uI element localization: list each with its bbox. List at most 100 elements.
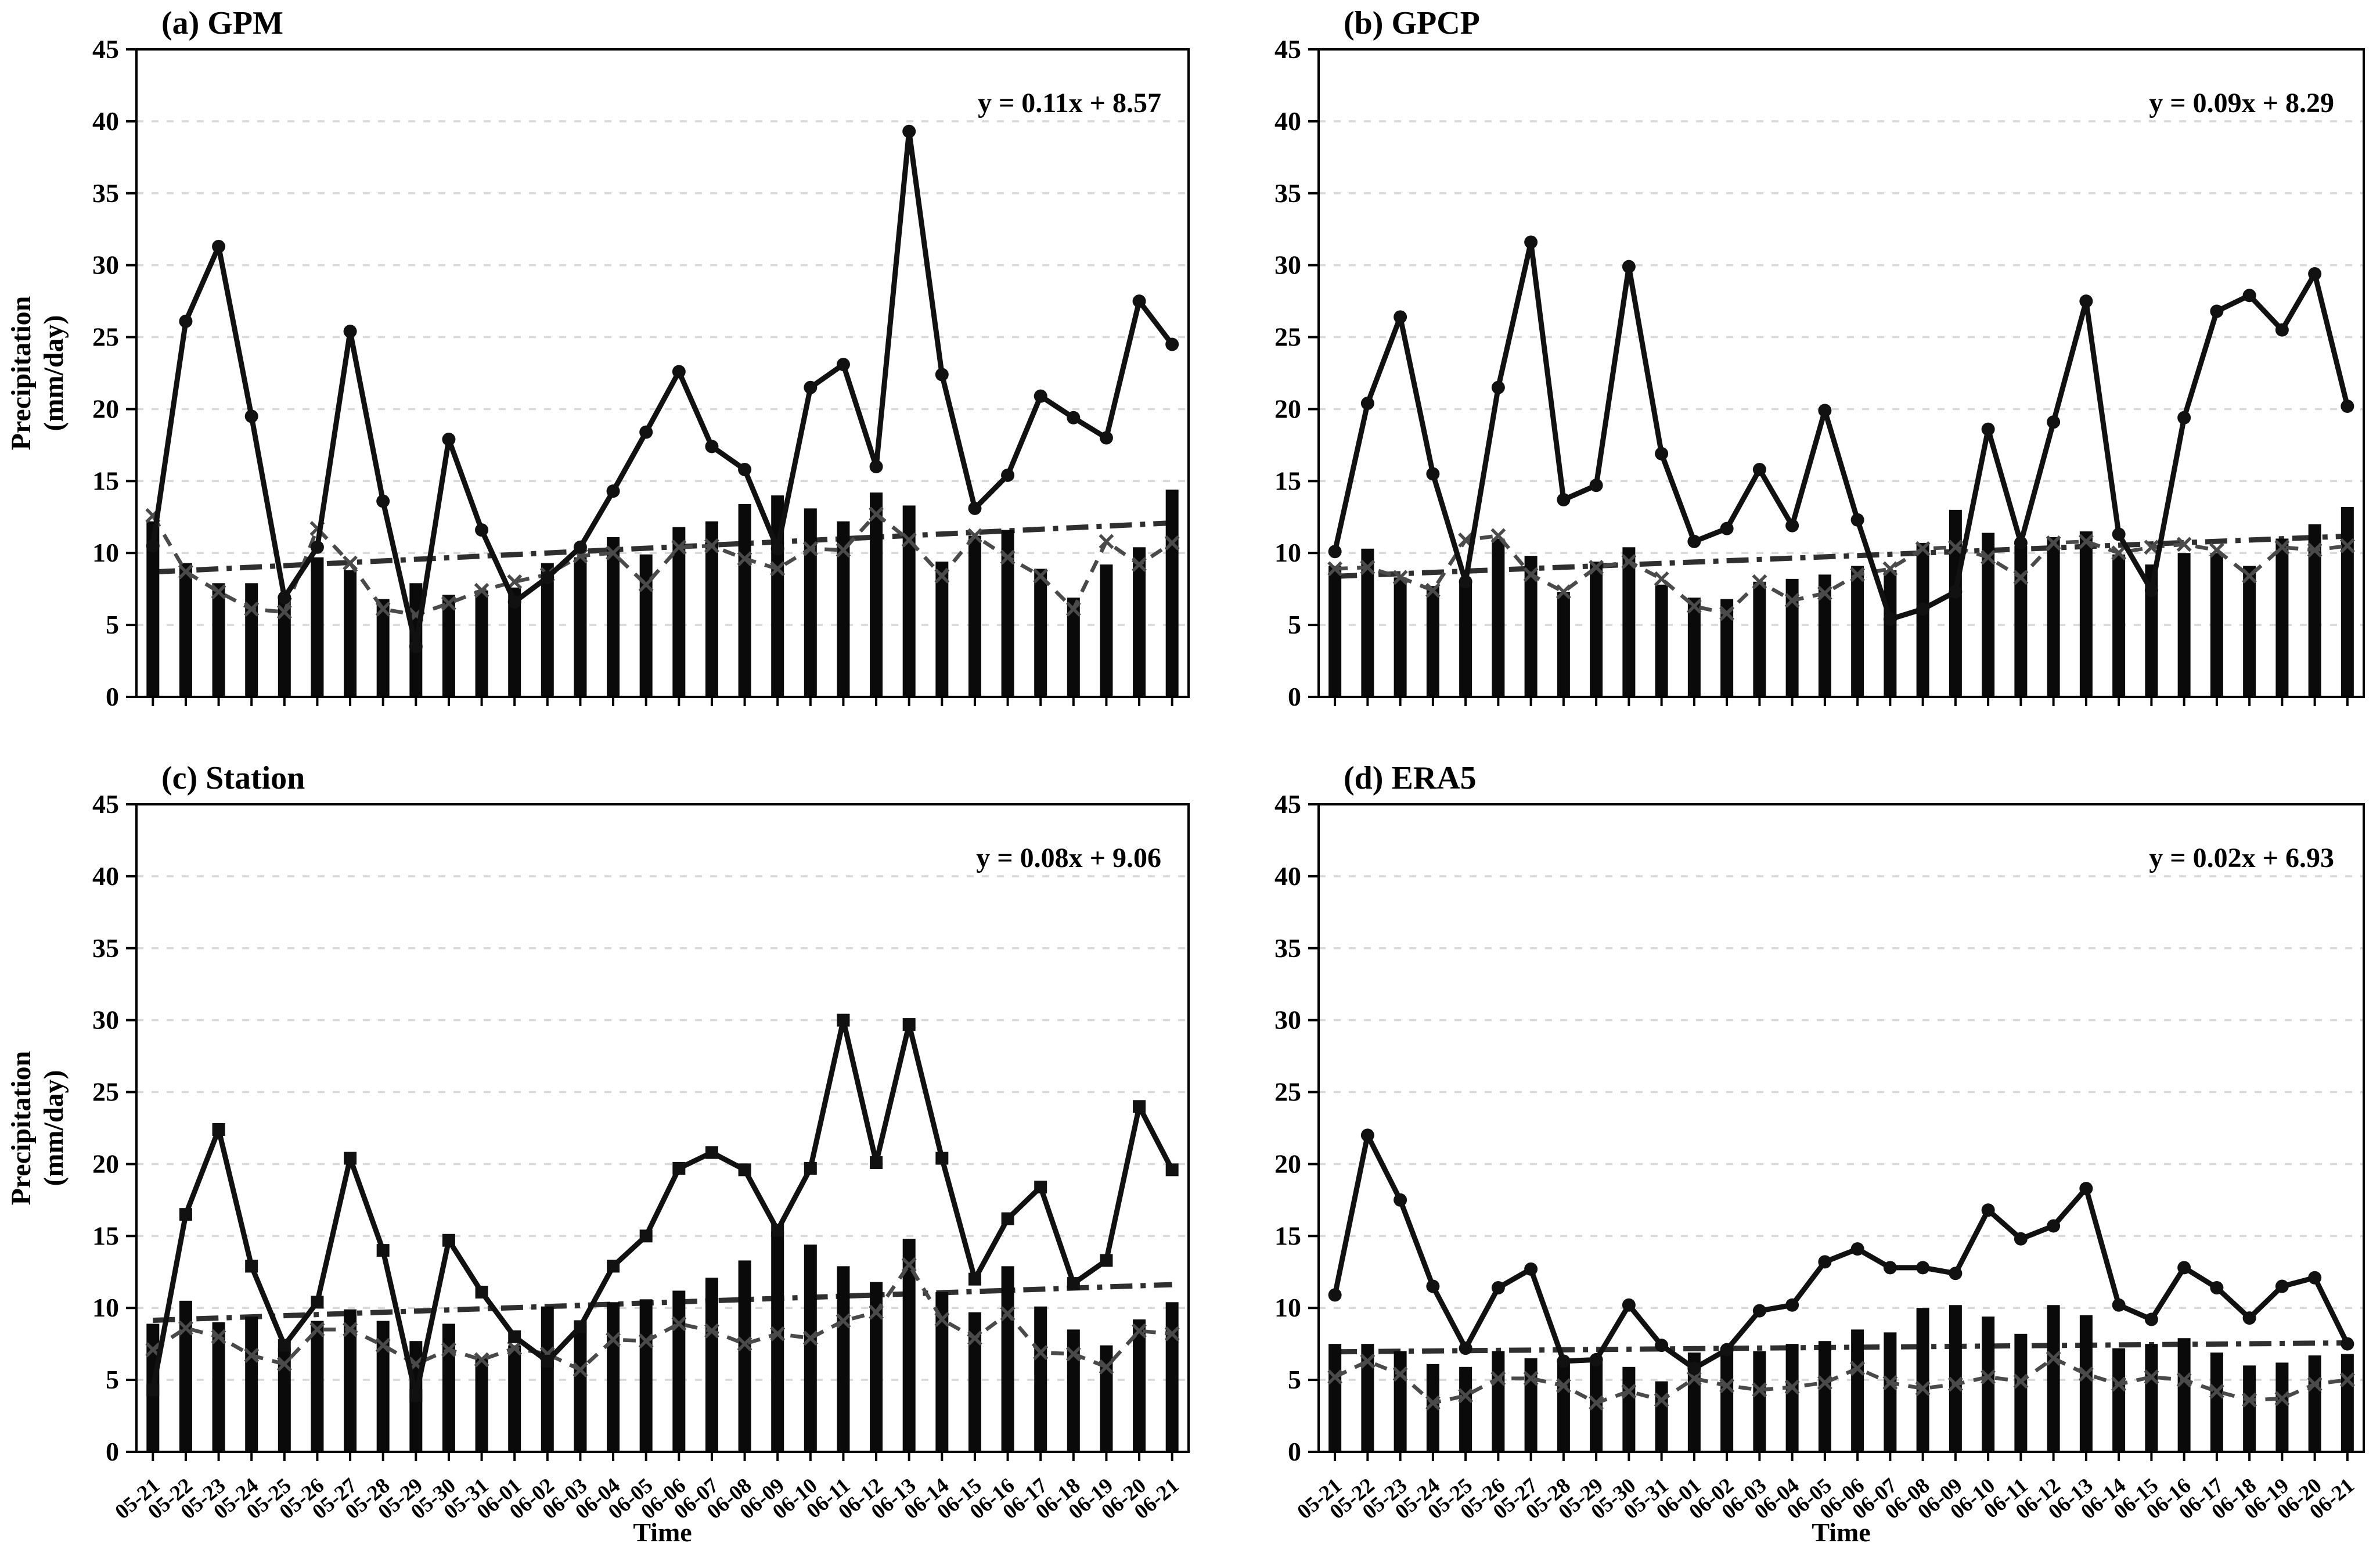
bar: [1492, 538, 1505, 697]
xaxis-title-left: Time: [633, 1517, 692, 1547]
bar: [2177, 553, 2191, 697]
panel-b-gpcp: 0 5 10 15 20 25 30 35 40 45: [1190, 0, 2380, 780]
x-marker: [2144, 539, 2159, 555]
circle-marker: [343, 325, 357, 339]
x-marker: [1099, 534, 1114, 549]
square-marker: [935, 1152, 949, 1165]
bar: [1655, 584, 1668, 697]
x-marker: [671, 1316, 687, 1332]
x-marker: [1033, 1345, 1049, 1360]
bar: [2112, 1348, 2126, 1452]
circle-marker: [1622, 260, 1636, 274]
bar: [2275, 538, 2289, 697]
bar: [2210, 1353, 2223, 1452]
circle-marker: [2079, 294, 2093, 308]
x-marker: [606, 1332, 621, 1347]
y-tick-label: 25: [1274, 322, 1301, 352]
x-axis: [1334, 697, 2349, 706]
circle-marker: [310, 540, 324, 554]
y-tick-label: 45: [92, 34, 119, 64]
bar: [837, 521, 850, 697]
circle-marker: [1067, 411, 1081, 425]
bar: [1100, 564, 1113, 697]
x-marker: [244, 601, 260, 617]
panel-d-title: (d) ERA5: [1344, 760, 1477, 796]
x-marker: [638, 577, 654, 592]
plot-frame: [1317, 803, 2365, 1453]
bar: [2047, 537, 2060, 697]
bar: [508, 1345, 521, 1452]
x-marker: [2242, 1392, 2257, 1408]
bar: [1818, 574, 1831, 697]
circle-marker: [1687, 534, 1701, 548]
circle-marker: [2047, 415, 2061, 429]
circle-marker: [2242, 289, 2256, 303]
bar: [1622, 547, 1636, 697]
bar: [376, 599, 390, 697]
bar: [2243, 566, 2256, 697]
bar: [639, 1299, 653, 1452]
circle-marker: [770, 542, 784, 556]
circle-marker: [1394, 310, 1407, 324]
circle-marker: [1949, 585, 1963, 599]
x-marker: [1556, 584, 1571, 600]
x-marker: [2078, 534, 2094, 549]
y-axis: 0 5 10 15 20 25 30 35 40 45: [92, 34, 136, 711]
y-axis-title: Precipitation: [6, 296, 37, 451]
square-marker: [212, 1123, 225, 1136]
panel-b-chart: 0 5 10 15 20 25 30 35 40 45: [1274, 34, 2365, 711]
circle-marker: [2144, 1312, 2158, 1326]
panel-d-chart: 0 5 10 15 20 25 30 35 40 45 05-2105-2205-2305-2405…: [1274, 789, 2365, 1524]
circle-marker: [1916, 1261, 1930, 1275]
circle-marker: [409, 639, 423, 653]
bar: [2079, 531, 2093, 697]
square-marker: [1067, 1277, 1080, 1290]
bar: [344, 570, 357, 697]
bar: [1328, 566, 1342, 697]
x-marker: [1033, 568, 1049, 584]
y-tick-label: 30: [92, 1005, 119, 1035]
bar: [2308, 1355, 2321, 1452]
bar: [1459, 1366, 1472, 1452]
y-tick-label: 45: [1274, 34, 1301, 64]
bars-series: [1328, 1305, 2354, 1452]
bar: [311, 557, 324, 697]
x-marker: [901, 1257, 917, 1272]
gridlines: [1319, 875, 2364, 1381]
bars-series: [1328, 506, 2354, 697]
x-marker: [2144, 1369, 2159, 1385]
x-marker: [1425, 582, 1441, 598]
circle-marker: [2275, 323, 2289, 337]
circle-marker: [541, 570, 555, 584]
circle-marker: [1850, 1242, 1864, 1256]
bar: [1916, 542, 1929, 697]
y-tick-label: 40: [92, 106, 119, 136]
bar: [2341, 506, 2354, 697]
x-marker: [1915, 1381, 1931, 1396]
square-marker: [475, 1285, 488, 1299]
x-marker: [1719, 1378, 1735, 1393]
x-marker: [1784, 593, 1800, 608]
x-marker: [1817, 585, 1832, 601]
circle-marker: [1132, 294, 1146, 308]
x-marker: [802, 541, 818, 556]
x-marker: [2209, 1383, 2224, 1399]
bar: [2014, 1333, 2028, 1452]
x-marker: [1654, 571, 1669, 587]
bar: [771, 1231, 784, 1452]
circle-marker: [442, 432, 456, 446]
bar: [902, 505, 916, 697]
square-marker: [245, 1260, 258, 1273]
square-marker: [804, 1161, 817, 1175]
bar: [1459, 581, 1472, 697]
y-tick-label: 10: [92, 1293, 119, 1322]
square-marker: [311, 1296, 324, 1309]
circle-marker: [2177, 1261, 2191, 1275]
x-marker: [211, 584, 226, 600]
y-tick-label: 45: [1274, 789, 1301, 819]
circle-marker: [1589, 1353, 1603, 1366]
bar: [639, 554, 653, 697]
bar: [1785, 578, 1799, 697]
x-marker: [1490, 528, 1506, 544]
